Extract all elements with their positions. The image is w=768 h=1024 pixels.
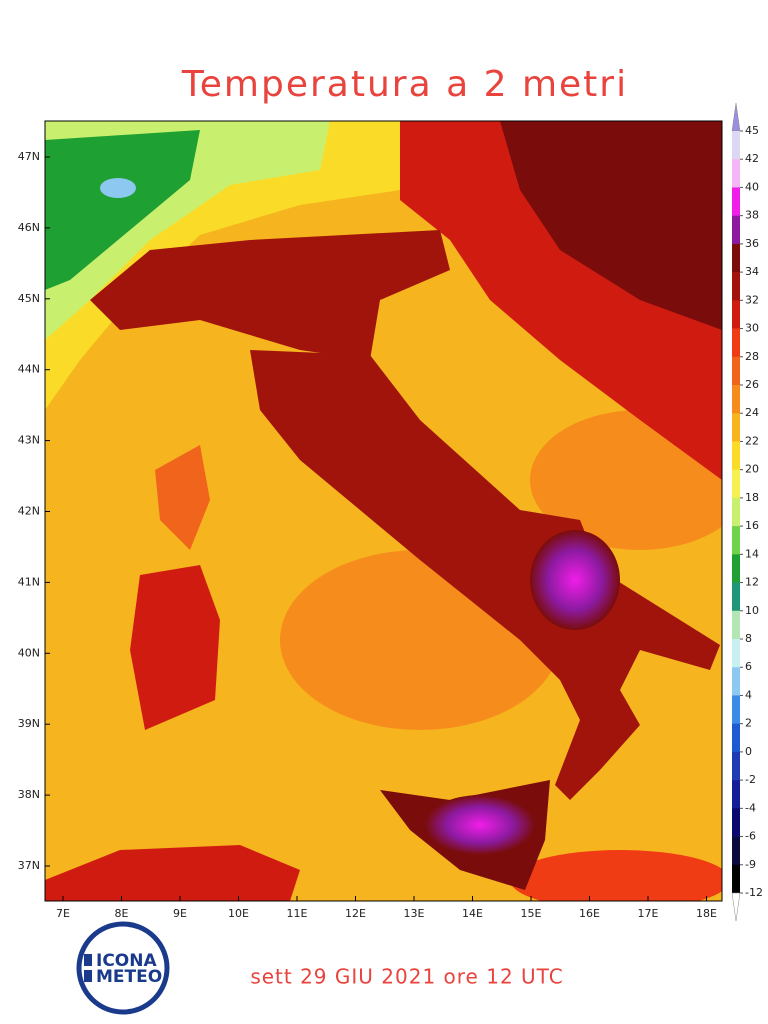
colorbar-band <box>732 526 740 555</box>
colorbar-label: -12 <box>745 886 763 899</box>
colorbar-band <box>732 582 740 612</box>
colorbar-arrow <box>731 102 741 132</box>
lat-label: 40N <box>18 646 40 659</box>
colorbar-label: 22 <box>745 434 759 447</box>
colorbar-band <box>732 356 740 386</box>
lon-label: 16E <box>579 907 600 920</box>
colorbar-label: 26 <box>745 378 759 391</box>
colorbar-band <box>732 413 740 442</box>
colorbar-band <box>732 836 740 866</box>
lat-label: 46N <box>18 221 40 234</box>
colorbar-band <box>732 610 740 640</box>
colorbar-band <box>732 808 740 837</box>
lon-label: 15E <box>521 907 542 920</box>
colorbar-label: 30 <box>745 322 759 335</box>
colorbar-band <box>732 723 740 753</box>
lon-label: 7E <box>56 907 70 920</box>
colorbar-label: 20 <box>745 463 759 476</box>
lat-label: 43N <box>18 434 40 447</box>
colorbar-label: 28 <box>745 350 759 363</box>
colorbar-label: 18 <box>745 491 759 504</box>
colorbar-band <box>732 385 740 414</box>
colorbar-band <box>732 469 740 499</box>
colorbar-band <box>732 554 740 583</box>
colorbar-band <box>732 328 740 358</box>
colorbar-label: 36 <box>745 237 759 250</box>
colorbar-label: 0 <box>745 745 752 758</box>
temperature-map <box>45 121 722 901</box>
colorbar-band <box>732 215 740 245</box>
colorbar-band <box>732 441 740 470</box>
lon-label: 9E <box>173 907 187 920</box>
colorbar-band <box>732 864 740 894</box>
colorbar-arrow <box>731 892 741 922</box>
colorbar-band <box>732 159 740 188</box>
colorbar-band <box>732 300 740 329</box>
colorbar-label: 14 <box>745 547 759 560</box>
lon-label: 11E <box>287 907 308 920</box>
colorbar-label: 16 <box>745 519 759 532</box>
lat-label: 45N <box>18 292 40 305</box>
colorbar-label: 34 <box>745 265 759 278</box>
lat-label: 42N <box>18 505 40 518</box>
colorbar-label: 24 <box>745 406 759 419</box>
lon-label: 17E <box>638 907 659 920</box>
lon-label: 8E <box>115 907 129 920</box>
axes: 47N 46N 45N 44N 43N 42N 41N 40N 39N 38N 37N 7E 8E 9E 1… <box>18 150 717 920</box>
colorbar-label: -2 <box>745 773 756 786</box>
colorbar-band <box>732 667 740 696</box>
colorbar-band <box>732 751 740 781</box>
colorbar-band <box>732 272 740 301</box>
colorbar-band <box>732 695 740 724</box>
lat-label: 44N <box>18 363 40 376</box>
logo-text: ICONA <box>96 951 157 971</box>
colorbar-band <box>732 187 740 216</box>
logo-text: METEO <box>96 967 162 987</box>
colorbar-label: 12 <box>745 576 759 589</box>
colorbar-label: 2 <box>745 717 752 730</box>
colorbar-label: 38 <box>745 209 759 222</box>
colorbar-label: 40 <box>745 180 759 193</box>
lat-label: 38N <box>18 788 40 801</box>
colorbar-label: 10 <box>745 604 759 617</box>
colorbar-band <box>732 497 740 527</box>
lon-label: 18E <box>696 907 717 920</box>
map-title: Temperatura a 2 metri <box>181 64 628 105</box>
colorbar-label: 32 <box>745 293 759 306</box>
lon-label: 12E <box>345 907 366 920</box>
lat-label: 41N <box>18 575 40 588</box>
colorbar-label: 8 <box>745 632 752 645</box>
colorbar-band <box>732 131 740 160</box>
colorbar-label: -6 <box>745 830 756 843</box>
lat-label: 37N <box>18 859 40 872</box>
lon-label: 13E <box>404 907 425 920</box>
colorbar-label: 6 <box>745 660 752 673</box>
lon-label: 14E <box>462 907 483 920</box>
colorbar-label: -9 <box>745 858 756 871</box>
logo: ICONA METEO <box>76 921 170 1015</box>
colorbar: 4542403836343230282624222018161412108642… <box>731 102 763 922</box>
colorbar-label: 45 <box>745 124 759 137</box>
colorbar-label: 42 <box>745 152 759 165</box>
lon-label: 10E <box>228 907 249 920</box>
colorbar-label: -4 <box>745 801 756 814</box>
lat-label: 47N <box>18 150 40 163</box>
lat-label: 39N <box>18 717 40 730</box>
colorbar-band <box>732 780 740 809</box>
colorbar-label: 4 <box>745 688 752 701</box>
date-label: sett 29 GIU 2021 ore 12 UTC <box>250 965 563 989</box>
colorbar-band <box>732 639 740 668</box>
colorbar-band <box>732 243 740 273</box>
